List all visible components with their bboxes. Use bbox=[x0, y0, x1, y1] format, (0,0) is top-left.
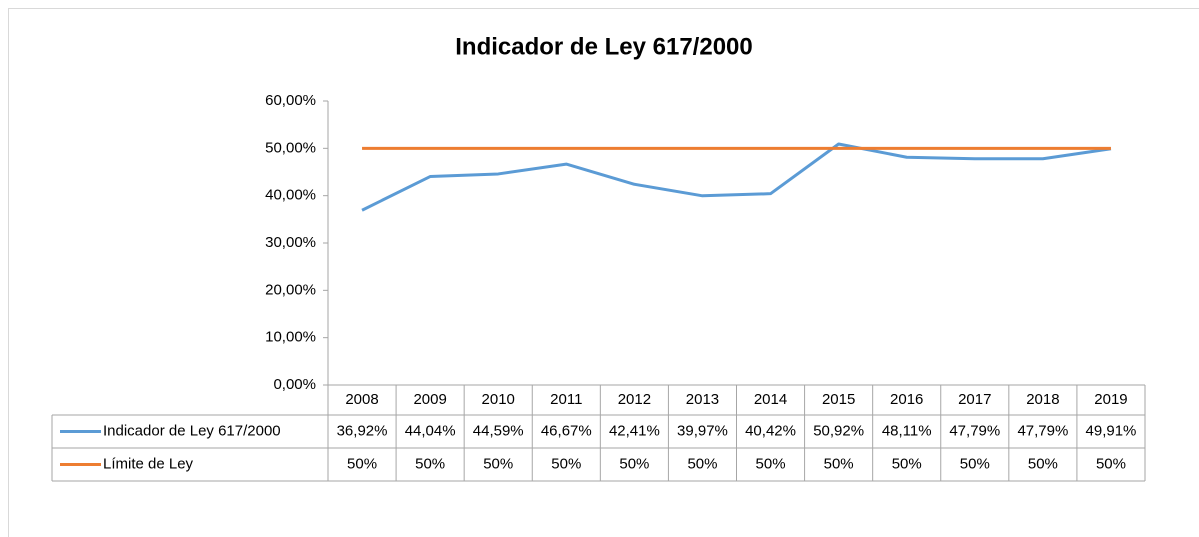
value-label: 50% bbox=[892, 455, 922, 472]
legend-label: Indicador de Ley 617/2000 bbox=[103, 422, 281, 439]
line bbox=[361, 142, 1112, 212]
y-tick-label: 40,00% bbox=[265, 187, 316, 204]
x-tick-label: 2016 bbox=[890, 391, 923, 408]
x-tick-label: 2015 bbox=[822, 391, 855, 408]
y-tick-label: 50,00% bbox=[265, 139, 316, 156]
x-tick-label: 2014 bbox=[754, 391, 787, 408]
y-tick-label: 60,00% bbox=[265, 92, 316, 109]
value-label: 50% bbox=[415, 455, 445, 472]
value-label: 47,79% bbox=[949, 422, 1000, 439]
value-label: 48,11% bbox=[882, 422, 932, 439]
value-label: 50% bbox=[1028, 455, 1058, 472]
x-tick-label: 2013 bbox=[686, 391, 719, 408]
x-tick-label: 2010 bbox=[482, 391, 515, 408]
y-tick-label: 0,00% bbox=[273, 376, 316, 393]
value-label: 50% bbox=[347, 455, 377, 472]
value-label: 44,59% bbox=[473, 422, 524, 439]
x-tick-label: 2018 bbox=[1026, 391, 1059, 408]
value-label: 39,97% bbox=[677, 422, 728, 439]
value-label: 36,92% bbox=[337, 422, 388, 439]
chart-title: Indicador de Ley 617/2000 bbox=[455, 33, 752, 60]
y-tick-label: 20,00% bbox=[265, 281, 316, 298]
value-label: 50% bbox=[619, 455, 649, 472]
value-label: 50% bbox=[1096, 455, 1126, 472]
legend-label: Límite de Ley bbox=[103, 455, 194, 472]
y-tick-label: 30,00% bbox=[265, 234, 316, 251]
value-label: 50% bbox=[687, 455, 717, 472]
value-label: 40,42% bbox=[745, 422, 796, 439]
value-label: 50% bbox=[824, 455, 854, 472]
value-label: 44,04% bbox=[405, 422, 456, 439]
value-label: 50% bbox=[960, 455, 990, 472]
value-label: 50% bbox=[756, 455, 786, 472]
y-tick-label: 10,00% bbox=[265, 329, 316, 346]
x-tick-label: 2011 bbox=[550, 391, 582, 408]
chart-frame bbox=[8, 8, 1199, 537]
value-label: 50% bbox=[551, 455, 581, 472]
value-label: 47,79% bbox=[1017, 422, 1068, 439]
x-tick-label: 2008 bbox=[345, 391, 378, 408]
x-tick-label: 2017 bbox=[958, 391, 991, 408]
x-tick-label: 2019 bbox=[1094, 391, 1127, 408]
value-label: 46,67% bbox=[541, 422, 592, 439]
value-label: 50% bbox=[483, 455, 513, 472]
value-label: 42,41% bbox=[609, 422, 660, 439]
x-tick-label: 2012 bbox=[618, 391, 651, 408]
x-tick-label: 2009 bbox=[413, 391, 446, 408]
value-label: 50,92% bbox=[813, 422, 864, 439]
value-label: 49,91% bbox=[1086, 422, 1137, 439]
